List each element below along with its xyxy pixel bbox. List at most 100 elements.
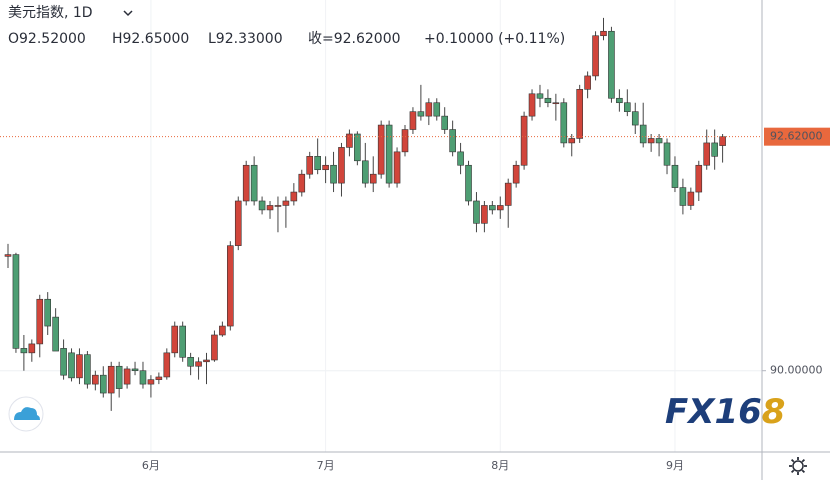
watermark: FX168 bbox=[665, 392, 785, 432]
candle-body bbox=[600, 30, 607, 37]
candle-body bbox=[163, 352, 171, 378]
candle-body bbox=[417, 111, 425, 117]
candle-body bbox=[433, 102, 441, 117]
candle-body bbox=[377, 124, 385, 175]
candle-body bbox=[473, 200, 480, 224]
gear-ring bbox=[792, 460, 804, 472]
candle-body bbox=[584, 75, 591, 90]
candle-body bbox=[123, 368, 131, 385]
candle-body bbox=[107, 365, 115, 394]
candle-body bbox=[12, 254, 20, 349]
candle-body bbox=[520, 115, 528, 166]
ohlc-item: L92.33000 bbox=[208, 31, 283, 47]
candle-body bbox=[528, 93, 536, 117]
candle-body bbox=[409, 111, 417, 130]
x-tick-label: 9月 bbox=[666, 459, 684, 472]
candle-body bbox=[203, 359, 210, 363]
candle-body bbox=[139, 370, 147, 385]
overlay: 92.62000 FX168 bbox=[0, 127, 830, 432]
candle-body bbox=[481, 205, 488, 224]
candle-body bbox=[496, 205, 504, 211]
ohlc-item: O92.52000 bbox=[8, 31, 86, 47]
candle-body bbox=[211, 334, 218, 361]
candle-body bbox=[36, 298, 44, 345]
candles bbox=[4, 17, 726, 411]
candle-body bbox=[711, 142, 718, 157]
candle-body bbox=[92, 374, 99, 385]
candle-body bbox=[616, 97, 623, 104]
candle-body bbox=[449, 129, 456, 153]
gear-teeth bbox=[789, 457, 807, 475]
candle-body bbox=[354, 133, 361, 162]
chart-title: 美元指数, 1D bbox=[8, 5, 93, 21]
candle-body bbox=[99, 374, 107, 394]
candle-body bbox=[552, 102, 560, 105]
candle-body bbox=[131, 368, 139, 372]
candle-body bbox=[639, 124, 647, 144]
candle-body bbox=[608, 30, 615, 99]
candle-body bbox=[314, 156, 321, 171]
candle-body bbox=[171, 325, 179, 354]
candle-body bbox=[504, 182, 512, 206]
last-price-label: 92.62000 bbox=[770, 130, 823, 143]
last-price-box bbox=[764, 127, 830, 146]
candle-body bbox=[242, 164, 250, 202]
watermark-accent: 8 bbox=[762, 392, 786, 432]
candle-body bbox=[361, 160, 369, 184]
candle-body bbox=[425, 102, 433, 117]
candle-body bbox=[655, 138, 663, 144]
candle-body bbox=[147, 379, 155, 385]
candle-body bbox=[631, 111, 639, 126]
ohlc-legend: O92.52000 H92.65000 L92.33000 收=92.62000 +0.… bbox=[8, 31, 565, 47]
interval-chevron[interactable] bbox=[123, 10, 133, 17]
candle-body bbox=[465, 164, 472, 202]
candle-body bbox=[687, 191, 695, 206]
candle-body bbox=[274, 205, 282, 207]
y-tick-label: 90.00000 bbox=[770, 364, 823, 377]
candle-body bbox=[155, 376, 163, 380]
candle-body bbox=[44, 298, 52, 327]
candle-body bbox=[512, 164, 520, 184]
candle-body bbox=[306, 156, 314, 175]
candle-body bbox=[568, 138, 576, 144]
candle-body bbox=[60, 348, 67, 376]
candle-body bbox=[227, 245, 234, 327]
candle-body bbox=[28, 343, 36, 354]
candle-body bbox=[369, 173, 377, 184]
candle-body bbox=[290, 191, 298, 202]
candle-body bbox=[576, 89, 583, 139]
candle-body bbox=[695, 164, 703, 193]
candle-body bbox=[20, 348, 28, 354]
candle-body bbox=[671, 164, 679, 188]
ohlc-item: H92.65000 bbox=[112, 31, 189, 47]
candle-body bbox=[647, 138, 655, 144]
candle-body bbox=[282, 200, 290, 206]
x-tick-label: 8月 bbox=[491, 459, 509, 472]
candle-body bbox=[219, 325, 226, 336]
candle-body bbox=[76, 354, 83, 379]
candle-body bbox=[52, 316, 59, 352]
candle-body bbox=[560, 102, 568, 144]
candle-body bbox=[115, 365, 123, 389]
candle-body bbox=[719, 136, 726, 146]
candle-body bbox=[401, 129, 409, 153]
candle-body bbox=[624, 102, 631, 112]
candle-body bbox=[84, 354, 91, 385]
candle-body bbox=[4, 254, 12, 257]
candle-body bbox=[234, 200, 242, 246]
candle-body bbox=[258, 200, 266, 211]
candle-body bbox=[457, 151, 464, 166]
candle-body bbox=[250, 164, 258, 202]
x-tick-label: 6月 bbox=[142, 459, 160, 472]
candle-body bbox=[179, 325, 186, 358]
candle-body bbox=[536, 93, 544, 99]
candle-body bbox=[330, 164, 337, 184]
settings-gear[interactable] bbox=[789, 457, 807, 475]
candle-body bbox=[441, 115, 449, 130]
ohlc-item: 收=92.62000 bbox=[308, 31, 401, 47]
candle-body bbox=[489, 205, 496, 211]
candle-body bbox=[544, 97, 552, 104]
candle-body bbox=[195, 361, 202, 367]
